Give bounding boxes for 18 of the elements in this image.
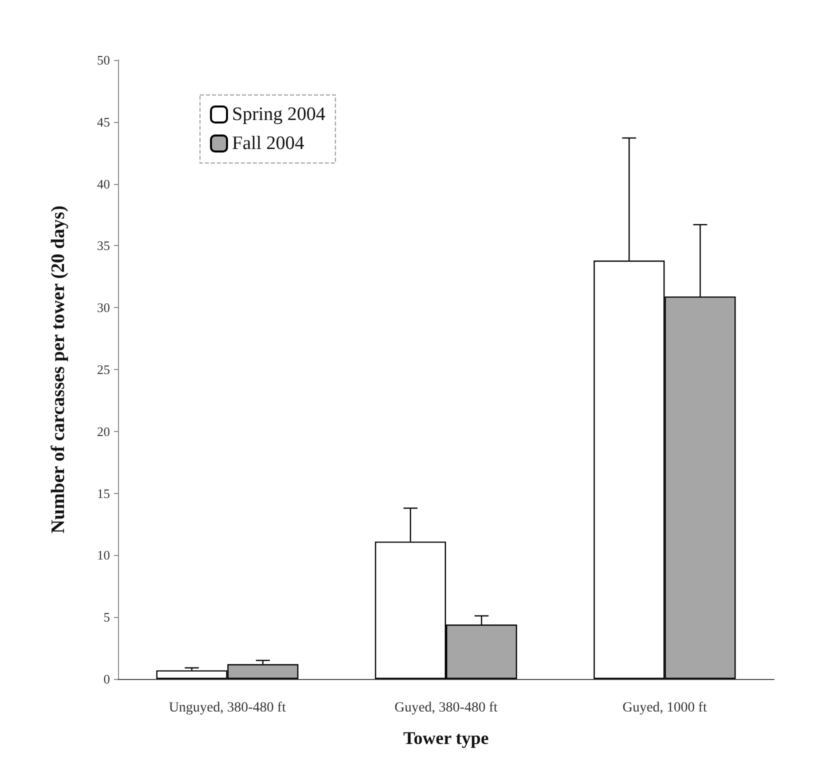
legend-label: Fall 2004	[232, 133, 305, 154]
y-tick-label: 15	[97, 486, 110, 501]
y-tick-label: 0	[104, 672, 110, 686]
y-tick-label: 35	[97, 238, 110, 254]
x-tick-label: Guyed, 1000 ft	[622, 700, 707, 716]
y-tick-label: 45	[97, 114, 110, 130]
legend-label: Spring 2004	[232, 104, 326, 125]
y-axis-title: Number of carcasses per tower (20 days)	[48, 206, 69, 534]
y-tick-label: 5	[104, 610, 110, 625]
y-tick-label: 30	[97, 300, 110, 316]
x-axis-title: Tower type	[403, 728, 489, 748]
y-tick-label: 25	[97, 362, 110, 377]
x-tick-label: Guyed, 380-480 ft	[394, 700, 498, 716]
y-tick-label: 40	[97, 176, 110, 192]
x-tick-label: Unguyed, 380-480 ft	[168, 700, 286, 716]
y-tick-label: 20	[97, 424, 110, 439]
y-tick-label: 10	[97, 548, 110, 563]
y-tick-label: 50	[97, 52, 110, 68]
